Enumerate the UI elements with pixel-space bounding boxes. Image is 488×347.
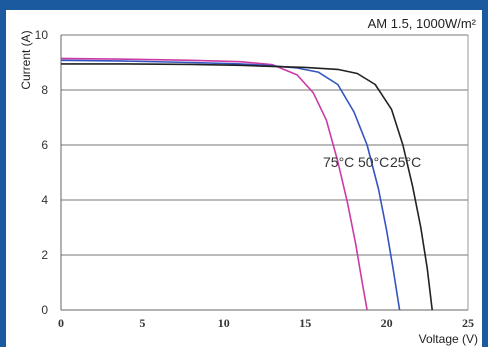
header-bar <box>0 0 488 10</box>
label-25c: 25°C <box>390 154 421 170</box>
x-axis-label: Voltage (V) <box>419 332 478 346</box>
label-75c: 75°C <box>323 154 354 170</box>
y-tick-label: 2 <box>41 248 48 262</box>
series-line-1 <box>60 59 401 311</box>
gridlines <box>61 34 468 311</box>
right-frame <box>482 0 488 347</box>
y-tick-label: 6 <box>41 138 48 152</box>
left-frame <box>0 0 6 347</box>
y-tick-label: 4 <box>41 193 48 207</box>
series-line-0 <box>60 57 368 311</box>
tick-labels: 0 5 10 15 20 25 0 2 4 6 8 10 <box>35 28 474 330</box>
y-tick-label: 8 <box>41 83 48 97</box>
x-tick-label: 25 <box>462 316 474 330</box>
series-layer <box>60 57 433 311</box>
x-tick-label: 15 <box>299 316 311 330</box>
conditions-label: AM 1.5, 1000W/m² <box>368 16 477 31</box>
label-50c: 50°C <box>358 154 389 170</box>
y-tick-label: 10 <box>35 28 49 42</box>
x-tick-label: 10 <box>218 316 230 330</box>
y-tick-label: 0 <box>41 303 48 317</box>
y-axis-label: Current (A) <box>19 30 33 89</box>
x-tick-label: 0 <box>58 316 64 330</box>
x-tick-label: 20 <box>381 316 393 330</box>
series-line-2 <box>61 63 433 311</box>
x-tick-label: 5 <box>139 316 145 330</box>
plot-frame <box>60 35 469 311</box>
